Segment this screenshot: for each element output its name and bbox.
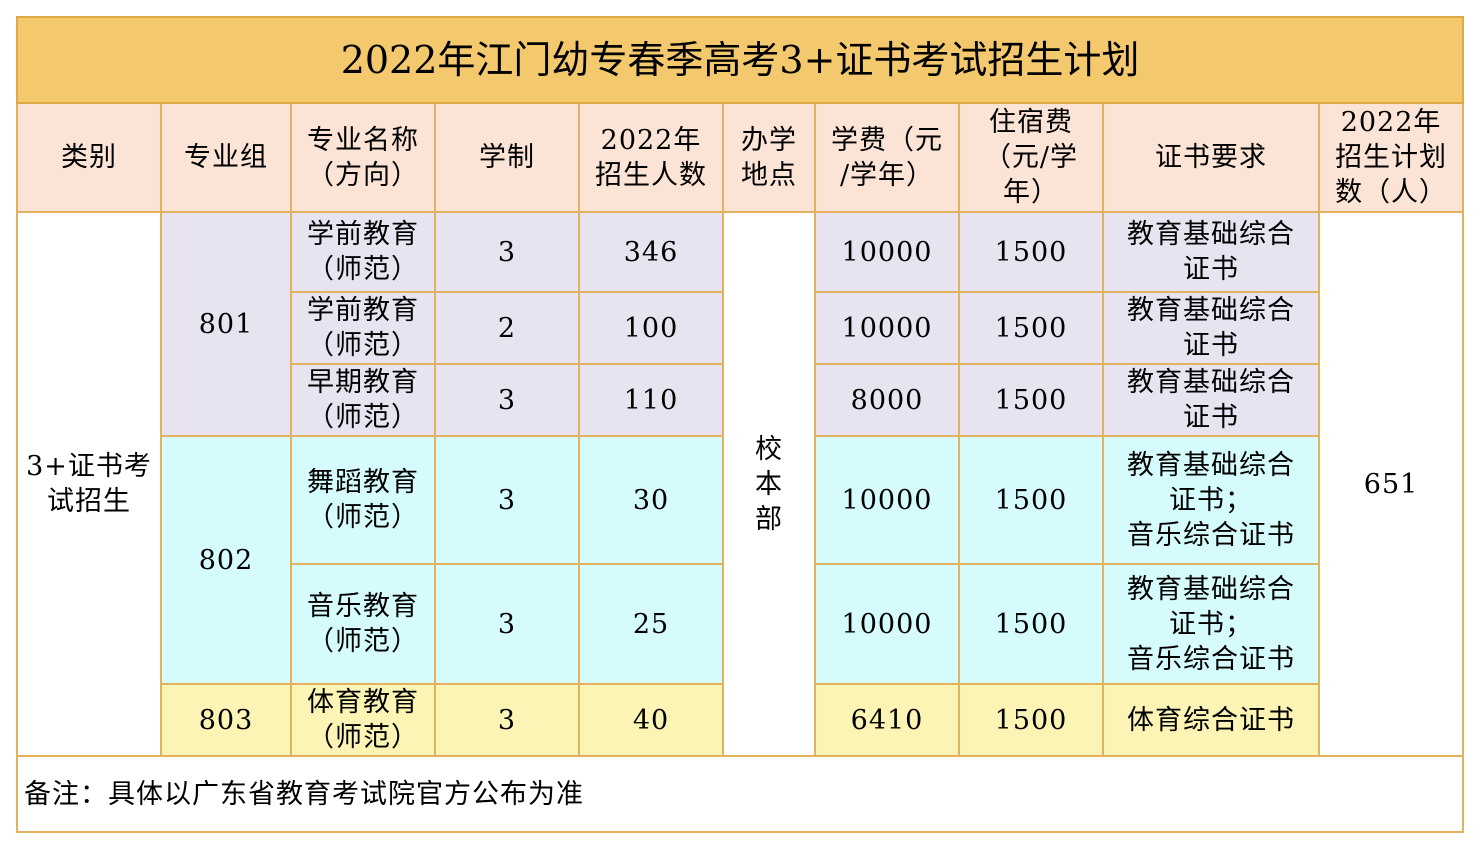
group-cell-803: 803 bbox=[160, 683, 292, 757]
table-title: 2022年江门幼专春季高考3+证书考试招生计划 bbox=[15, 16, 1465, 104]
category-cell: 3+证书考 试招生 bbox=[16, 211, 162, 757]
enrollment-plan-table: 2022年江门幼专春季高考3+证书考试招生计划 类别 专业组 专业名称 （方向） … bbox=[15, 16, 1465, 833]
enroll-cell: 30 bbox=[578, 435, 724, 565]
header-major: 专业名称 （方向） bbox=[290, 102, 436, 213]
cert-cell: 体育综合证书 bbox=[1102, 683, 1320, 757]
tuition-cell: 10000 bbox=[814, 563, 960, 685]
enroll-cell: 110 bbox=[578, 363, 724, 437]
enroll-cell: 40 bbox=[578, 683, 724, 757]
group-cell-801: 801 bbox=[160, 211, 292, 437]
tuition-cell: 10000 bbox=[814, 291, 960, 365]
tuition-cell: 6410 bbox=[814, 683, 960, 757]
duration-cell: 2 bbox=[434, 291, 580, 365]
group-cell-802: 802 bbox=[160, 435, 292, 685]
lodging-cell: 1500 bbox=[958, 211, 1104, 293]
header-group: 专业组 bbox=[160, 102, 292, 213]
major-cell: 体育教育 （师范） bbox=[290, 683, 436, 757]
header-enroll: 2022年 招生人数 bbox=[578, 102, 724, 213]
plan-total-cell: 651 bbox=[1317, 211, 1465, 757]
cert-cell: 教育基础综合 证书； 音乐综合证书 bbox=[1102, 563, 1320, 685]
cert-cell: 教育基础综合 证书 bbox=[1102, 363, 1320, 437]
enroll-cell: 25 bbox=[578, 563, 724, 685]
header-category: 类别 bbox=[16, 102, 162, 213]
enroll-cell: 100 bbox=[578, 291, 724, 365]
header-plan: 2022年 招生计划 数（人） bbox=[1317, 102, 1465, 213]
lodging-cell: 1500 bbox=[958, 683, 1104, 757]
header-cert: 证书要求 bbox=[1102, 102, 1320, 213]
duration-cell: 3 bbox=[434, 683, 580, 757]
duration-cell: 3 bbox=[434, 363, 580, 437]
lodging-cell: 1500 bbox=[958, 291, 1104, 365]
tuition-cell: 10000 bbox=[814, 435, 960, 565]
header-duration: 学制 bbox=[434, 102, 580, 213]
major-cell: 早期教育 （师范） bbox=[290, 363, 436, 437]
lodging-cell: 1500 bbox=[958, 435, 1104, 565]
major-cell: 舞蹈教育 （师范） bbox=[290, 435, 436, 565]
header-lodging: 住宿费 （元/学 年） bbox=[958, 102, 1104, 213]
major-cell: 音乐教育 （师范） bbox=[290, 563, 436, 685]
major-cell: 学前教育 （师范） bbox=[290, 211, 436, 293]
cert-cell: 教育基础综合 证书 bbox=[1102, 291, 1320, 365]
footnote: 备注：具体以广东省教育考试院官方公布为准 bbox=[15, 755, 1465, 833]
enroll-cell: 346 bbox=[578, 211, 724, 293]
duration-cell: 3 bbox=[434, 211, 580, 293]
tuition-cell: 8000 bbox=[814, 363, 960, 437]
header-location: 办学 地点 bbox=[722, 102, 816, 213]
tuition-cell: 10000 bbox=[814, 211, 960, 293]
cert-cell: 教育基础综合 证书 bbox=[1102, 211, 1320, 293]
cert-cell: 教育基础综合 证书； 音乐综合证书 bbox=[1102, 435, 1320, 565]
duration-cell: 3 bbox=[434, 563, 580, 685]
major-cell: 学前教育 （师范） bbox=[290, 291, 436, 365]
duration-cell: 3 bbox=[434, 435, 580, 565]
lodging-cell: 1500 bbox=[958, 363, 1104, 437]
location-cell: 校本部 bbox=[722, 211, 816, 757]
lodging-cell: 1500 bbox=[958, 563, 1104, 685]
header-tuition: 学费（元/学年） bbox=[814, 102, 960, 213]
